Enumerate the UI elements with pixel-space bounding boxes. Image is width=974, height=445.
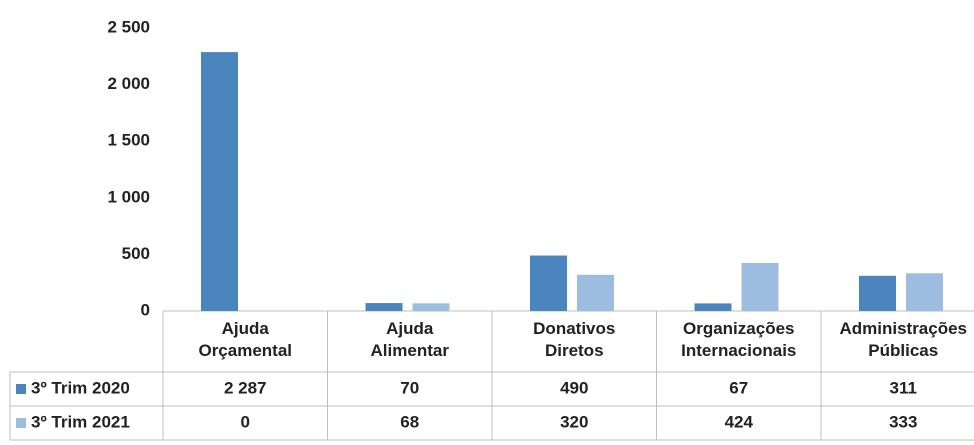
legend-label: 3º Trim 2020 xyxy=(31,378,130,397)
legend-label: 3º Trim 2021 xyxy=(31,412,130,431)
x-tick-label: Ajuda Orçamental xyxy=(198,319,292,360)
value-label: 311 xyxy=(890,378,917,397)
bar xyxy=(412,303,450,311)
value-label: 0 xyxy=(241,412,250,431)
value-label: 333 xyxy=(889,412,917,431)
y-tick-label: 0 xyxy=(141,300,150,319)
value-label: 490 xyxy=(560,378,588,397)
legend-swatch xyxy=(16,384,26,394)
bar xyxy=(530,255,567,311)
x-tick-label: Ajuda Alimentar xyxy=(371,319,450,360)
x-tick-label: Donativos Diretos xyxy=(533,319,615,360)
bar xyxy=(694,303,732,311)
bar xyxy=(365,303,403,311)
value-label: 67 xyxy=(729,378,748,397)
bar xyxy=(859,275,896,311)
y-tick-label: 1 000 xyxy=(107,187,150,206)
bar xyxy=(201,52,238,311)
y-tick-label: 1 500 xyxy=(107,131,150,150)
y-tick-label: 500 xyxy=(122,244,150,263)
legend-swatch xyxy=(16,418,26,428)
value-label: 2 287 xyxy=(224,378,267,397)
x-tick-label: Organizações Internacionais xyxy=(681,319,796,360)
bar xyxy=(577,274,614,311)
value-label: 70 xyxy=(400,378,419,397)
x-tick-label: Administrações Públicas xyxy=(839,319,967,360)
y-tick-label: 2 000 xyxy=(107,74,150,93)
value-label: 424 xyxy=(725,412,754,431)
bar xyxy=(741,263,779,311)
bar xyxy=(906,273,943,311)
value-label: 68 xyxy=(400,412,419,431)
value-label: 320 xyxy=(560,412,588,431)
y-tick-label: 2 500 xyxy=(107,17,150,36)
